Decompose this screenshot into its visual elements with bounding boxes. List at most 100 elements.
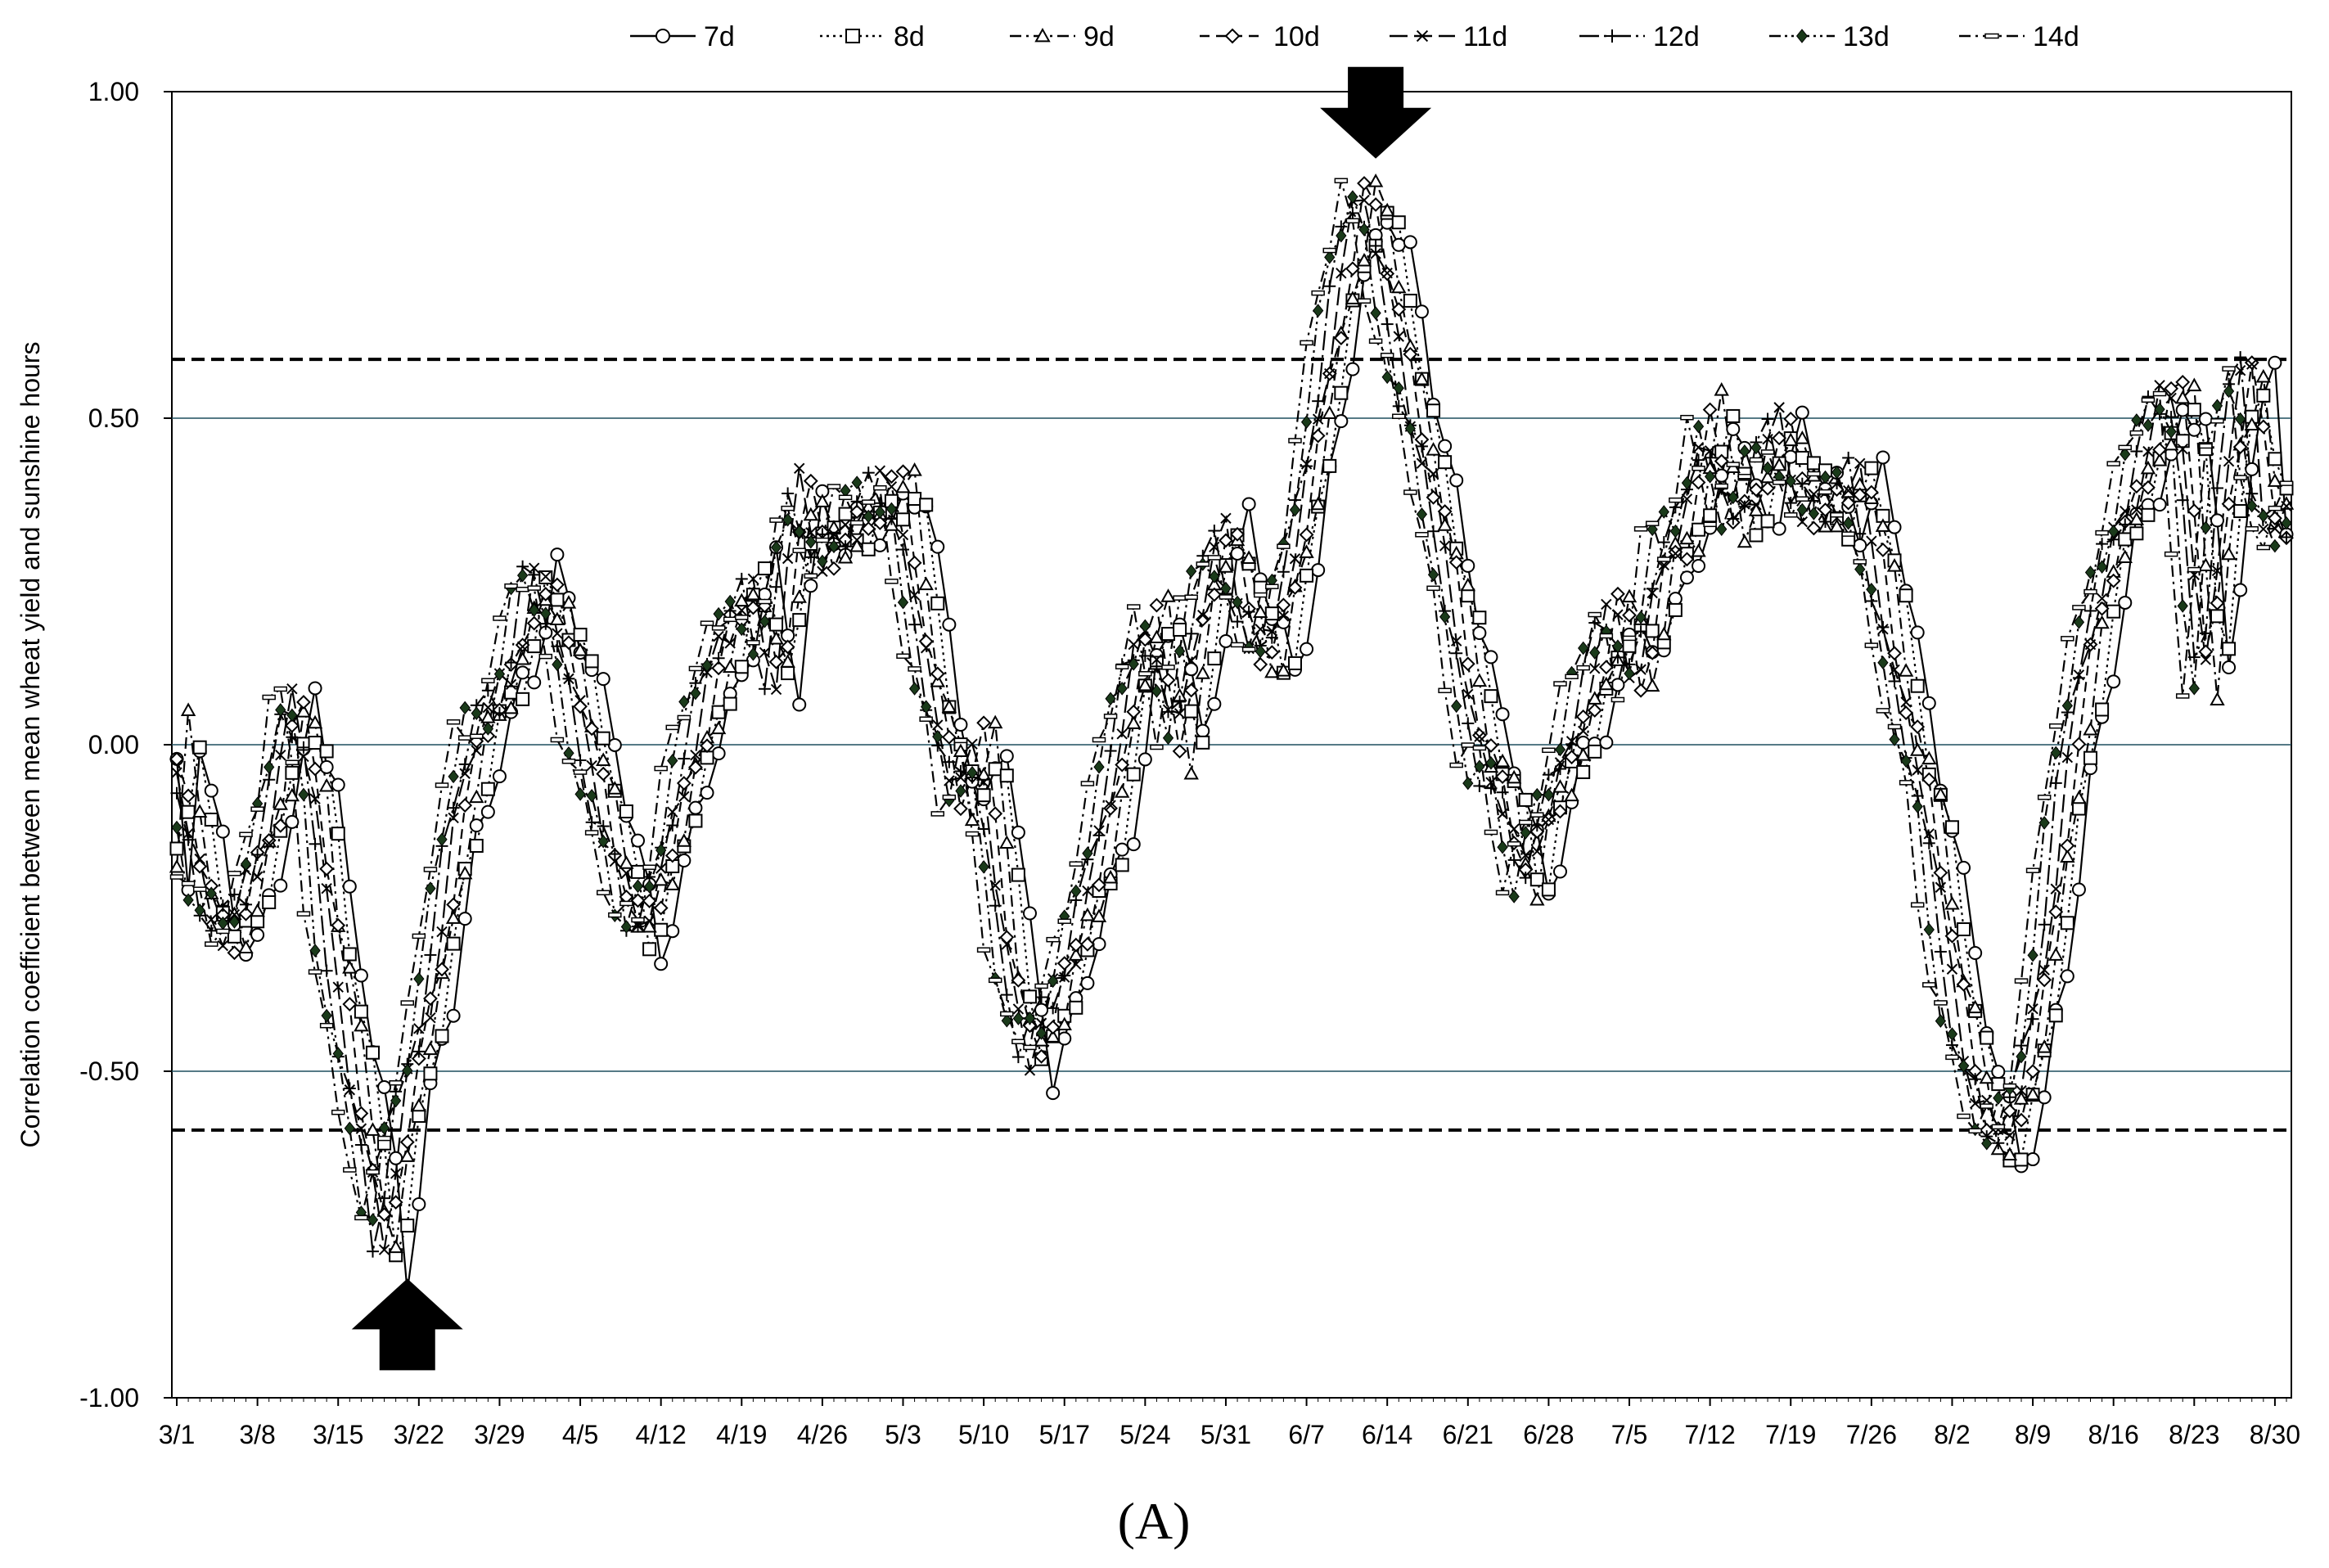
data-point-stroke bbox=[1185, 655, 1197, 667]
data-point bbox=[1264, 645, 1280, 660]
data-point bbox=[620, 867, 633, 879]
data-point-stroke bbox=[805, 527, 817, 538]
x-tick-label: 6/7 bbox=[1288, 1420, 1324, 1449]
data-point bbox=[770, 683, 782, 696]
data-point-stroke bbox=[1266, 625, 1278, 637]
data-point bbox=[366, 1245, 379, 1258]
data-point bbox=[1576, 736, 1591, 750]
data-point bbox=[1392, 399, 1405, 412]
data-point-stroke bbox=[620, 867, 633, 879]
data-point bbox=[944, 775, 955, 786]
data-point bbox=[1842, 484, 1854, 497]
data-point bbox=[1241, 550, 1257, 564]
data-point bbox=[469, 818, 484, 833]
data-point bbox=[1956, 976, 1971, 992]
data-point bbox=[2200, 654, 2212, 665]
data-point bbox=[700, 786, 714, 800]
data-point bbox=[344, 1121, 355, 1136]
data-point bbox=[1829, 482, 1845, 498]
data-point bbox=[1426, 489, 1441, 505]
data-point bbox=[1160, 588, 1176, 602]
data-point bbox=[1103, 714, 1118, 719]
data-point bbox=[1485, 756, 1497, 770]
data-point bbox=[665, 924, 680, 939]
data-point bbox=[966, 765, 978, 780]
data-point bbox=[1830, 511, 1844, 518]
data-point-stroke bbox=[2154, 380, 2165, 391]
data-point bbox=[1034, 27, 1051, 43]
data-point bbox=[1160, 673, 1176, 687]
data-point bbox=[711, 746, 726, 761]
data-point bbox=[2210, 513, 2224, 528]
data-point bbox=[2048, 904, 2064, 920]
data-point bbox=[192, 858, 208, 874]
data-point bbox=[1624, 666, 1635, 681]
data-point bbox=[2129, 430, 2144, 436]
data-point bbox=[2235, 412, 2246, 426]
data-point bbox=[999, 835, 1015, 849]
data-point bbox=[480, 804, 495, 819]
data-point bbox=[804, 551, 818, 564]
data-point bbox=[216, 928, 230, 935]
data-point-stroke bbox=[1773, 402, 1785, 413]
data-point bbox=[584, 830, 599, 836]
data-point-stroke bbox=[505, 678, 517, 690]
data-point bbox=[1357, 176, 1372, 191]
data-point bbox=[1437, 517, 1453, 531]
data-point bbox=[1530, 812, 1544, 818]
data-point bbox=[619, 900, 633, 907]
data-point bbox=[1750, 499, 1762, 511]
data-point bbox=[1795, 405, 1809, 420]
data-point bbox=[1300, 642, 1314, 656]
data-point bbox=[642, 864, 656, 870]
data-point bbox=[1495, 769, 1510, 785]
data-point bbox=[1692, 442, 1705, 453]
data-point bbox=[1829, 518, 1845, 533]
series-markers-11d bbox=[171, 194, 2292, 1255]
data-point bbox=[2233, 475, 2247, 480]
data-point bbox=[1276, 597, 1291, 613]
data-point bbox=[975, 767, 992, 781]
data-point bbox=[343, 1082, 356, 1095]
data-point bbox=[1207, 555, 1222, 561]
data-point bbox=[873, 484, 887, 491]
data-point bbox=[988, 806, 1003, 822]
series-markers-9d bbox=[169, 173, 2295, 1254]
data-point bbox=[1888, 674, 1901, 687]
data-point bbox=[1645, 624, 1660, 638]
data-point bbox=[2141, 397, 2156, 403]
data-point bbox=[1287, 656, 1302, 670]
data-point bbox=[849, 504, 865, 520]
data-point bbox=[654, 765, 668, 772]
legend: 7d 8d 9d 10d 11d 12d 13d 14d bbox=[630, 21, 2079, 52]
data-point bbox=[872, 538, 887, 552]
data-point bbox=[976, 947, 991, 953]
data-point bbox=[1714, 453, 1729, 469]
x-tick-label: 8/23 bbox=[2169, 1420, 2219, 1449]
data-point bbox=[1232, 595, 1243, 610]
data-point bbox=[492, 769, 507, 784]
x-tick-label: 3/15 bbox=[313, 1420, 363, 1449]
data-point bbox=[1669, 547, 1682, 560]
data-point bbox=[1935, 1014, 1947, 1028]
data-point bbox=[919, 716, 933, 722]
data-point bbox=[447, 801, 460, 814]
data-point-stroke bbox=[1935, 881, 1947, 893]
data-point bbox=[1945, 1039, 1958, 1052]
data-point bbox=[1876, 450, 1890, 465]
data-point bbox=[1336, 228, 1347, 243]
data-point bbox=[2222, 366, 2236, 372]
data-point bbox=[412, 1197, 426, 1212]
data-point bbox=[1831, 465, 1843, 480]
data-point bbox=[264, 760, 275, 774]
data-point bbox=[2026, 1012, 2039, 1025]
data-point bbox=[1795, 450, 1809, 465]
data-point-stroke bbox=[529, 562, 540, 574]
data-point bbox=[240, 898, 253, 911]
data-point bbox=[1875, 518, 1891, 532]
data-point bbox=[529, 603, 540, 617]
data-point bbox=[342, 879, 357, 894]
data-point bbox=[942, 794, 957, 800]
data-point bbox=[643, 880, 655, 894]
data-point-stroke bbox=[736, 605, 747, 616]
